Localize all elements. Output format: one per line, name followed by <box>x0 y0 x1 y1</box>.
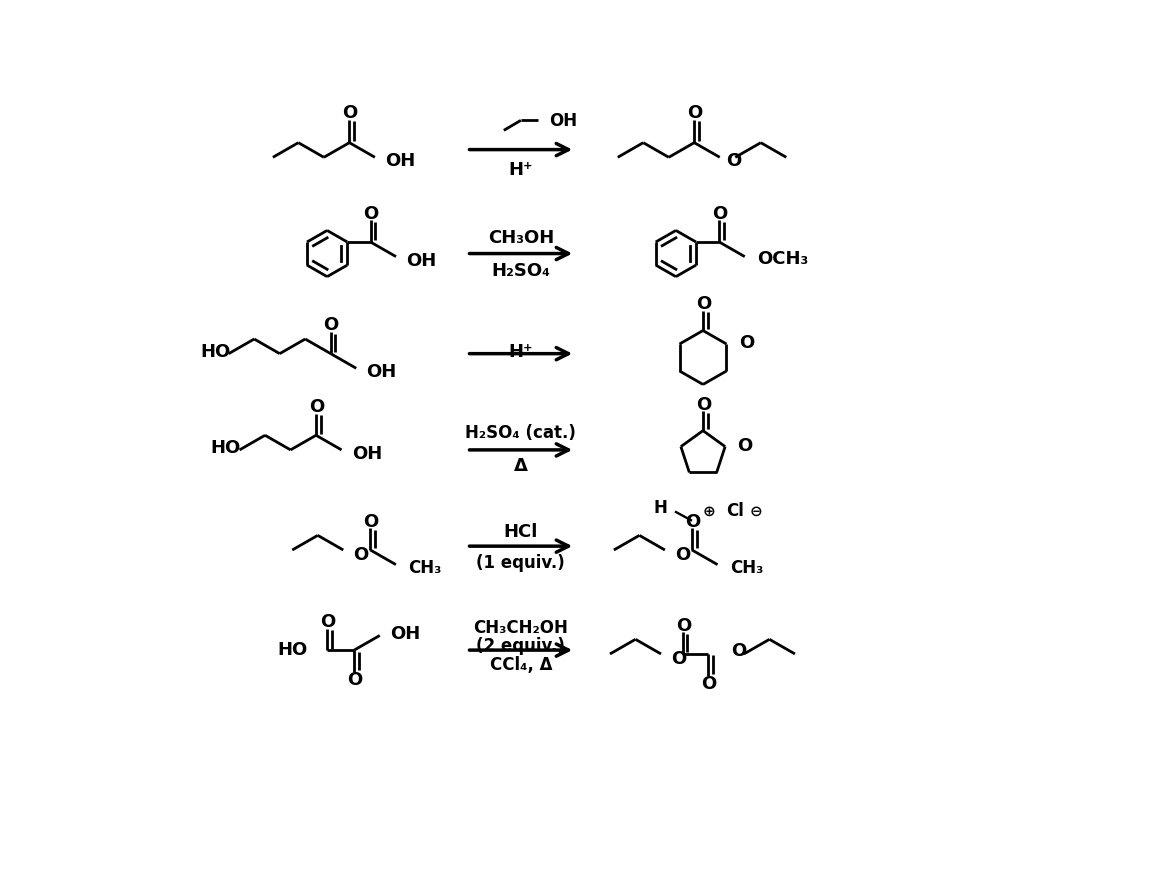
Text: O: O <box>672 649 687 667</box>
Text: HO: HO <box>201 342 231 360</box>
Text: ⊕: ⊕ <box>703 503 716 518</box>
Text: OH: OH <box>385 152 415 170</box>
Text: O: O <box>342 103 357 122</box>
Text: H₂SO₄ (cat.): H₂SO₄ (cat.) <box>465 424 577 441</box>
Text: O: O <box>702 674 717 693</box>
Text: O: O <box>696 395 711 414</box>
Text: O: O <box>711 204 727 222</box>
Text: CH₃OH: CH₃OH <box>487 229 554 246</box>
Text: OH: OH <box>351 444 382 462</box>
Text: O: O <box>731 641 746 660</box>
Text: O: O <box>696 295 711 313</box>
Text: H⁺: H⁺ <box>508 161 534 179</box>
Text: H⁺: H⁺ <box>508 342 534 360</box>
Text: CH₃: CH₃ <box>730 558 763 576</box>
Text: CH₃CH₂OH: CH₃CH₂OH <box>473 618 568 636</box>
Text: O: O <box>739 334 754 352</box>
Text: O: O <box>347 671 363 688</box>
Text: CCl₄, Δ: CCl₄, Δ <box>490 655 552 673</box>
Text: O: O <box>310 397 325 415</box>
Text: O: O <box>738 436 753 454</box>
Text: O: O <box>687 103 702 122</box>
Text: O: O <box>363 204 378 222</box>
Text: OH: OH <box>367 363 397 381</box>
Text: HO: HO <box>211 438 241 456</box>
Text: Cl: Cl <box>726 501 744 520</box>
Text: O: O <box>363 512 379 530</box>
Text: O: O <box>324 316 339 334</box>
Text: OH: OH <box>549 111 577 129</box>
Text: H: H <box>653 498 667 516</box>
Text: O: O <box>320 612 335 630</box>
Text: HCl: HCl <box>503 522 538 541</box>
Text: O: O <box>675 545 690 563</box>
Text: H₂SO₄: H₂SO₄ <box>492 262 550 280</box>
Text: OCH₃: OCH₃ <box>757 250 809 268</box>
Text: (1 equiv.): (1 equiv.) <box>477 553 565 571</box>
Text: OH: OH <box>406 251 436 269</box>
Text: HO: HO <box>277 640 307 658</box>
Text: O: O <box>686 512 701 530</box>
Text: ⊖: ⊖ <box>749 503 762 518</box>
Text: CH₃: CH₃ <box>408 558 442 576</box>
Text: (2 equiv.): (2 equiv.) <box>477 636 565 654</box>
Text: O: O <box>676 616 691 634</box>
Text: O: O <box>726 152 741 170</box>
Text: Δ: Δ <box>514 457 528 474</box>
Text: O: O <box>354 545 369 563</box>
Text: OH: OH <box>390 625 420 642</box>
